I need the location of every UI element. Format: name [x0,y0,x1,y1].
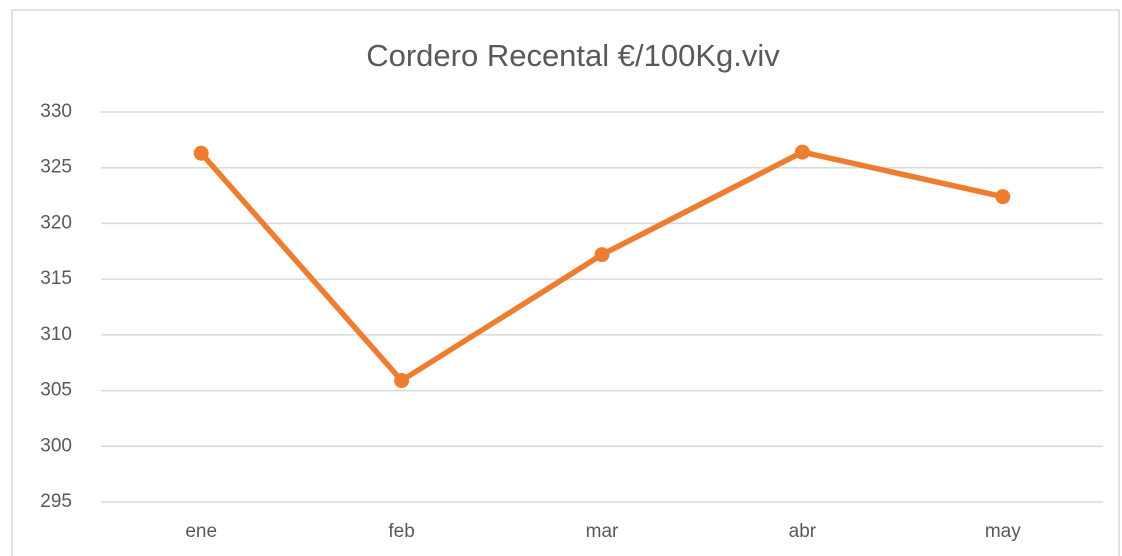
y-tick-label: 300 [40,435,72,456]
y-tick-label: 305 [40,380,72,401]
y-tick-label: 325 [40,157,72,178]
y-tick-label: 315 [40,268,72,289]
x-tick-label: abr [789,521,817,542]
data-point [794,144,810,160]
data-point [995,189,1011,205]
x-tick-label: mar [586,521,619,542]
data-point [193,145,209,161]
x-tick-label: may [985,521,1021,542]
data-point [394,373,410,389]
y-tick-label: 320 [40,212,72,233]
y-tick-label: 330 [40,101,72,122]
y-tick-label: 310 [40,324,72,345]
chart-title: Cordero Recental €/100Kg.viv [366,38,780,73]
chart-frame [11,9,1120,556]
y-tick-label: 295 [40,491,72,512]
x-tick-label: ene [185,521,217,542]
data-point [594,247,610,263]
x-tick-label: feb [388,521,414,542]
